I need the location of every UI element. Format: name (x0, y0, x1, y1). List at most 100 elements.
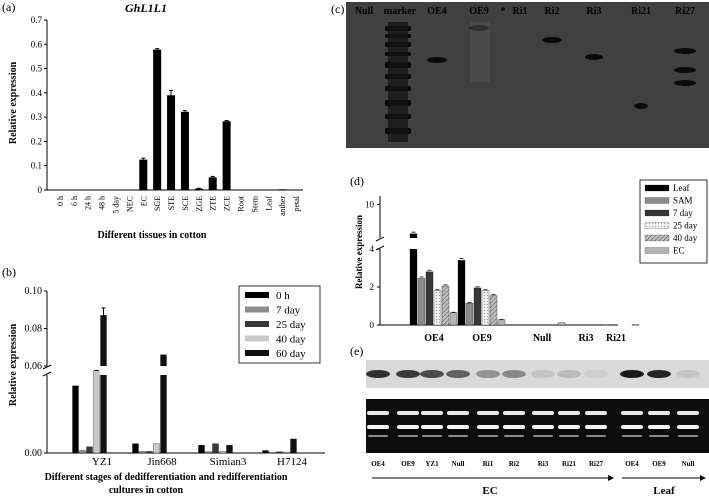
panel-d-bar (433, 290, 442, 326)
gel-e-rrna-band (585, 425, 607, 429)
panel-b-legend-label: 60 day (276, 348, 306, 360)
gel-e-rrna-band (477, 425, 499, 429)
panel-b-x-tick-label: H7124 (277, 456, 307, 468)
panel-b-x-tick-label: Simian3 (210, 456, 247, 468)
panel-b-legend-swatch (245, 292, 269, 298)
panel-b-bar (139, 451, 146, 454)
panel-c: (c) Null marker OE4 OE9 * Ri1 Ri2 Ri3 Ri21 Ri27 (331, 2, 709, 148)
panel-d-bar (465, 302, 474, 326)
gel-e-rrna-band (533, 435, 553, 437)
panel-a-x-tick-label: anther (278, 196, 287, 216)
panel-a-x-tick-label: 0 h (56, 196, 65, 206)
gel-e-rrna-band (532, 411, 554, 415)
panel-b-y-tick-label: 0.06 (25, 361, 43, 372)
panel-d-bar (457, 260, 466, 326)
blot-e-lane-label: Ri3 (538, 460, 549, 468)
panel-e: (e) OE4 OE9 YZ1 Null Ri1 Ri2 Ri3 Ri21 Ri27 OE4 OE9… (350, 344, 709, 497)
panel-b-bar (93, 370, 100, 454)
gel-e-rrna-band (678, 435, 698, 437)
gel-e-rrna-band (532, 425, 554, 429)
panel-a-bar (208, 177, 217, 190)
panel-a-x-tick-label: Stem (250, 195, 259, 212)
panel-a-y-tick-label: 0 (38, 185, 43, 195)
panel-a-bar (194, 188, 203, 190)
panel-a-bar (236, 189, 245, 191)
gel-c-band (674, 48, 696, 54)
blot-e-band (396, 370, 420, 378)
panel-a-title: GhL1L1 (125, 1, 167, 15)
panel-d-legend-label: EC (673, 246, 685, 256)
panel-b-bar (262, 450, 269, 454)
blot-e-lane-label: OE9 (652, 460, 666, 468)
panel-d-ylabel: Relative expression (354, 215, 364, 289)
panel-e-label: (e) (350, 344, 363, 358)
panel-d-legend-label: 7 day (673, 208, 693, 218)
panel-c-label: (c) (331, 2, 344, 16)
blot-e-lane-label: OE4 (371, 460, 385, 468)
panel-b-bar (100, 315, 107, 454)
gel-e-rrna-band (447, 425, 469, 429)
panel-a-x-tick-label: STE (167, 196, 176, 210)
gel-e-rrna-band (621, 425, 643, 429)
panel-b-x-ticks: YZ1 Jin668 Simian3 H7124 (92, 456, 308, 468)
panel-b-bar (86, 446, 93, 454)
panel-a-x-tick-label: 24 h (84, 196, 93, 210)
gel-e-rrna-band (447, 411, 469, 415)
panel-a-x-tick-label: petal (292, 195, 301, 211)
panel-d-y-tick-label: 2 (370, 282, 375, 292)
panel-d-axis-break (375, 236, 385, 242)
panel-b-x-tick-label: Jin668 (147, 456, 177, 468)
gel-e-rrna-band (398, 435, 418, 437)
panel-d: (d) Relative expression 0 2 4 10 OE4 OE9 Null… (350, 174, 708, 344)
panel-b-ylabel: Relative expression (8, 323, 19, 406)
panel-b-y-tick-label: 0.10 (25, 286, 43, 297)
gel-e-rrna-band (478, 435, 498, 437)
panel-b-legend-label: 25 day (276, 319, 306, 331)
panel-b-bar (219, 451, 226, 454)
panel-b-bar (132, 443, 139, 454)
panel-b-legend-swatch (245, 306, 269, 313)
panel-b: (b) Relative expression Different stages… (2, 265, 325, 496)
gel-e-rrna-band (397, 425, 419, 429)
gel-e-rrna-band (622, 435, 642, 437)
blot-e-band (676, 370, 700, 378)
panel-a-bar (180, 111, 189, 190)
blot-e-lane-label: OE4 (625, 460, 639, 468)
panel-d-legend-swatch (644, 197, 670, 204)
panel-d-bar (489, 295, 498, 326)
panel-a-x-tick-label: 6 h (70, 196, 79, 206)
panel-a-bar (222, 121, 231, 190)
panel-a-bar (167, 95, 176, 190)
blot-e-lane-label: Ri27 (589, 460, 604, 468)
panel-a-x-tick-label: Leaf (264, 196, 273, 211)
panel-b-xlabel-line2: cultures in cotton (109, 485, 184, 496)
panel-d-legend-swatch (644, 247, 670, 254)
gel-c-lane-label: Ri21 (631, 6, 651, 17)
gel-e-rrna-band (648, 411, 670, 415)
panel-a-y-tick-label: 0.2 (31, 136, 42, 146)
blot-e-lane-label: Null (682, 460, 695, 468)
blot-e-band (502, 370, 526, 378)
panel-d-x-tick-label: Ri3 (579, 333, 594, 344)
gel-e-rrna-band (677, 411, 699, 415)
gel-e-rrna-band (477, 411, 499, 415)
panel-b-xlabel-line1: Different stages of dedifferentiation an… (45, 472, 288, 483)
gel-e-rrna-band (421, 425, 443, 429)
blot-e-lane-label: OE9 (401, 460, 415, 468)
gel-c-lane-label: * (501, 6, 506, 17)
blot-e-lane-label: Null (452, 460, 465, 468)
panel-a-xlabel: Different tissues in cotton (98, 230, 207, 241)
panel-d-bar (417, 278, 426, 326)
panel-a-x-tick-label: 5 day (112, 196, 121, 214)
panel-a-ylabel: Relative expression (8, 61, 19, 144)
panel-b-y-tick-label: 0.08 (25, 324, 43, 335)
gel-e-rrna-band (448, 435, 468, 437)
blot-e-lane-label: Ri2 (509, 460, 520, 468)
gel-e-rrna-band (677, 425, 699, 429)
blot-e-lane-label: Ri21 (562, 460, 577, 468)
blot-e-lane-labels: OE4 OE9 YZ1 Null Ri1 Ri2 Ri3 Ri21 Ri27 OE4 OE9 Null (371, 460, 694, 468)
leaf-group-label: Leaf (653, 485, 675, 497)
gel-e-rrna-band (585, 411, 607, 415)
panel-b-x-tick-label: YZ1 (92, 456, 112, 468)
gel-c-lane-label: Null (355, 6, 374, 17)
